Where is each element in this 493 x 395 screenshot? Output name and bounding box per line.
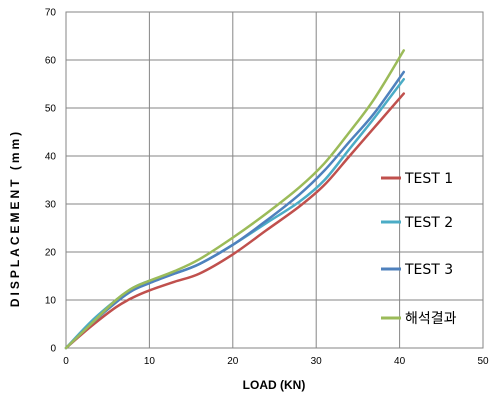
legend-item: 해석결과 [381,311,457,327]
series-line-1 [64,92,406,350]
series-lines [64,49,406,350]
legend-item: TEST 3 [381,262,453,278]
x-tick-label: 40 [394,356,406,367]
y-tick-label: 40 [45,152,57,163]
x-axis-title: LOAD (KN) [243,378,306,392]
x-tick-label: 30 [311,356,323,367]
y-axis-title: DISPLACEMENT (mm) [8,129,22,307]
legend-label: TEST 1 [404,171,453,187]
series-line-3 [64,70,406,350]
y-tick-label: 60 [45,56,57,67]
legend-label: TEST 2 [404,215,453,231]
y-tick-label: 70 [45,8,57,19]
y-tick-label: 30 [45,200,57,211]
x-tick-label: 10 [144,356,156,367]
series-line-4 [64,49,406,350]
legend-item: TEST 2 [381,215,453,231]
legend: TEST 1 TEST 2 TEST 3 해석결과 [381,171,457,327]
x-tick-label: 20 [227,356,239,367]
plot-border [65,11,484,349]
y-tick-labels: 0 10 20 30 40 50 60 70 [45,8,57,355]
x-tick-labels: 0 10 20 30 40 50 [63,356,489,367]
y-tick-label: 0 [50,344,56,355]
x-tick-label: 50 [477,356,489,367]
y-tick-label: 10 [45,296,57,307]
legend-item: TEST 1 [381,171,453,187]
legend-label: 해석결과 [405,311,457,327]
x-tick-label: 0 [63,356,69,367]
legend-label: TEST 3 [404,262,453,278]
y-tick-label: 20 [45,248,57,259]
plot-area [66,12,483,348]
y-tick-label: 50 [45,104,57,115]
